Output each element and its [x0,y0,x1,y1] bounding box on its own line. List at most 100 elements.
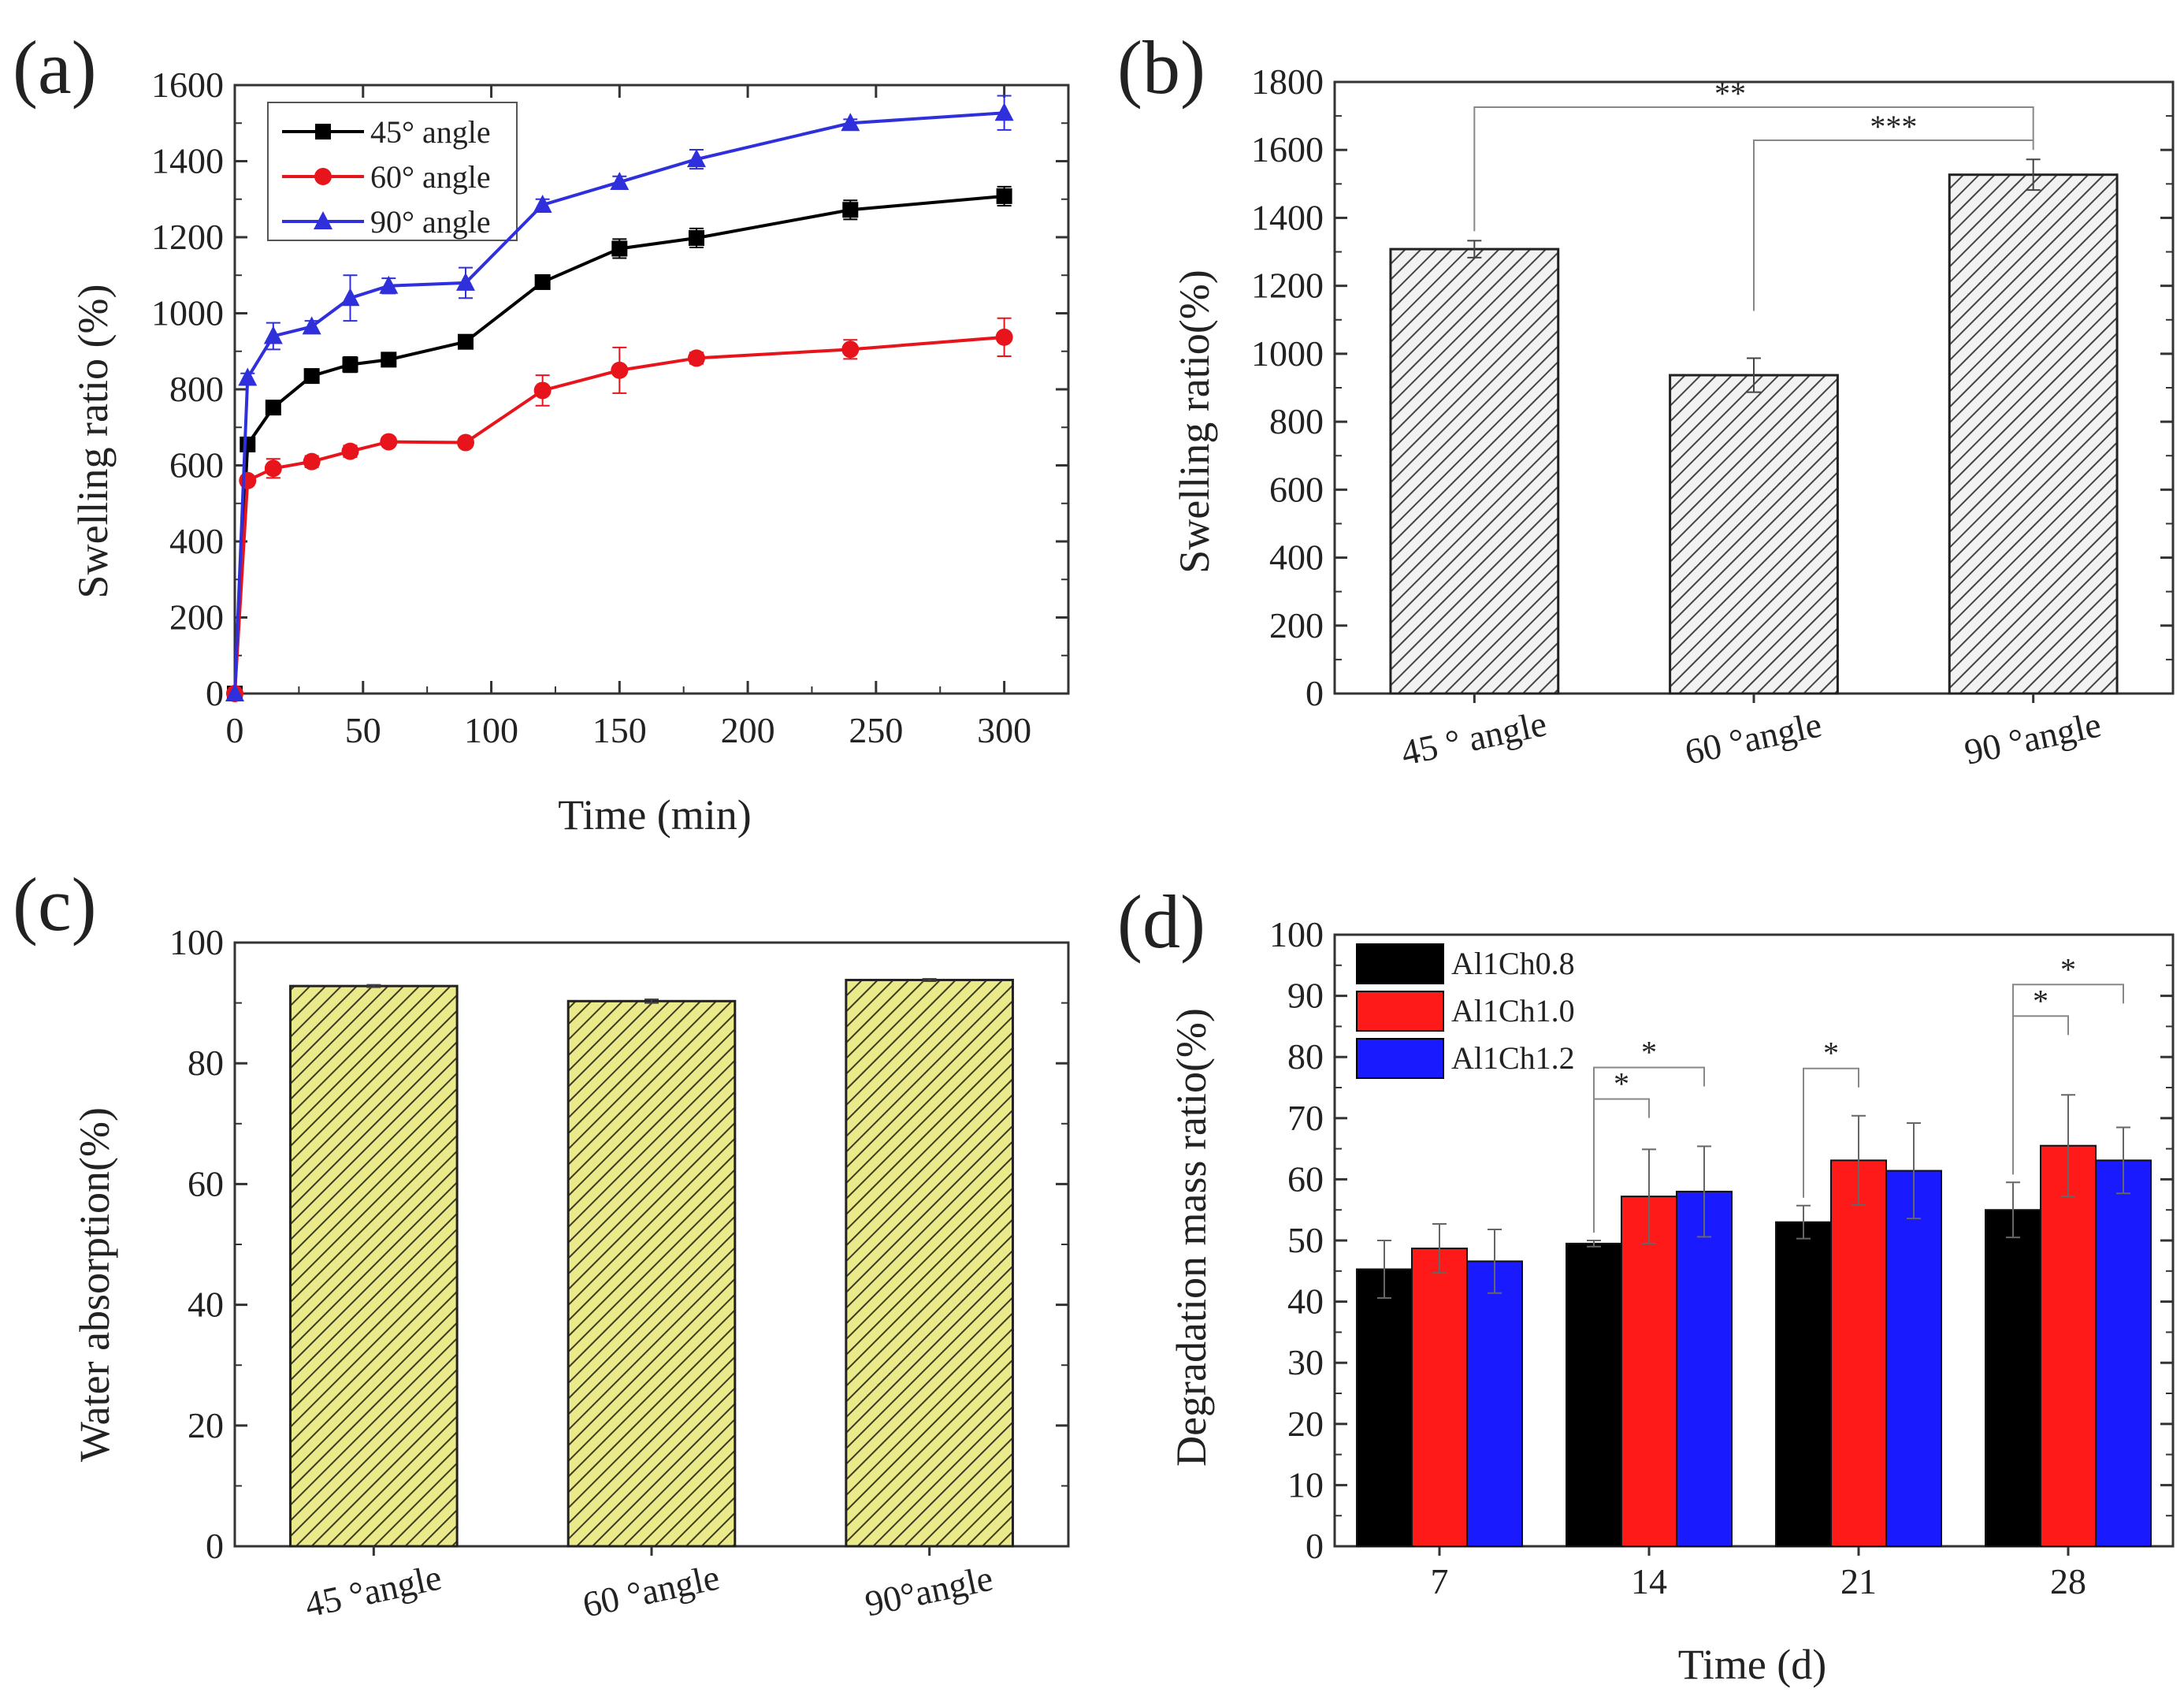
data-point-2 [841,113,860,132]
panel-label-d: (d) [1117,880,1205,964]
significance-label-d: * [1641,1034,1657,1069]
legend-d: Al1Ch0.8 Al1Ch1.0 Al1Ch1.2 [1356,943,1575,1079]
legend-a-marker-0 [315,124,331,139]
data-point-1 [239,471,257,489]
y-tick-label-b: 200 [1269,605,1324,645]
significance-label-d: * [2033,983,2048,1018]
category-label-b: 90 °angle [1961,704,2104,772]
bar-d-1 [1621,1196,1677,1548]
legend-a-label-0: 45° angle [370,114,491,150]
bar-d-0 [1985,1209,2041,1547]
legend-d-swatch-1 [1356,991,1444,1032]
axis-title-a-y: Swelling ratio (%) [69,285,117,599]
significance-label: ** [1714,76,1746,111]
y-tick-label-b: 1800 [1251,61,1324,102]
axis-title-d-x: Time (d) [1678,1641,1827,1688]
legend-a-entry-1: 60° angle [282,159,491,195]
y-tick-label-b: 1400 [1251,197,1324,237]
y-tick-label-a: 200 [169,597,224,638]
bar-d-2 [1676,1190,1733,1548]
y-tick-label-d: 90 [1287,976,1324,1016]
bar-d-0 [1775,1221,1832,1547]
panel-label-b: (b) [1117,25,1205,110]
significance-label-d: * [1823,1036,1839,1071]
bar-d-2 [2095,1159,2152,1547]
legend-a-entry-0: 45° angle [282,114,491,150]
y-tick-label-d: 50 [1287,1220,1324,1260]
bar-d-2 [1466,1260,1523,1548]
data-point-1 [841,340,860,359]
x-tick-label-a: 300 [977,710,1031,750]
y-tick-label-b: 1200 [1251,266,1324,306]
y-tick-label-d: 60 [1287,1159,1324,1199]
legend-d-label-1: Al1Ch1.0 [1451,993,1575,1028]
legend-d-swatch-2 [1356,1038,1444,1079]
x-tick-label-d: 7 [1431,1561,1449,1601]
data-point-0 [611,240,628,257]
data-point-2 [994,102,1014,121]
category-label-b: 45 ° angle [1398,703,1551,773]
legend-d-swatch-0 [1356,943,1444,984]
legend-d-entry-1: Al1Ch1.0 [1356,991,1575,1032]
data-point-1 [533,381,552,400]
bar-d-1 [1830,1159,1887,1547]
data-point-1 [341,442,359,460]
data-point-2 [455,272,475,291]
legend-a-label-1: 60° angle [370,159,491,195]
bar-d-0 [1566,1242,1622,1547]
y-tick-label-b: 1600 [1251,129,1324,169]
data-point-2 [302,316,321,335]
data-point-2 [379,275,399,294]
y-tick-label-d: 70 [1287,1098,1324,1138]
x-tick-label-d: 28 [2050,1561,2086,1601]
legend-d-entry-2: Al1Ch1.2 [1356,1038,1575,1079]
y-tick-label-d: 0 [1306,1526,1324,1566]
chart-d: 0 10 20 30 40 50 60 70 80 90 100 7 14 21 28 * * * * * [1269,914,2175,1601]
category-label-c: 60 °angle [579,1557,722,1624]
data-point-0 [688,229,704,246]
axis-title-d-y: Degradation mass ratio(%) [1168,1008,1215,1467]
x-tick-label-a: 250 [849,710,903,750]
data-point-1 [380,433,398,451]
y-tick-label-c: 60 [188,1163,224,1203]
data-point-0 [240,436,256,452]
y-tick-label-d: 40 [1287,1281,1324,1322]
panel-label-c: (c) [13,862,97,947]
y-tick-label-c: 100 [169,922,224,962]
bar-c [289,984,459,1548]
legend-a-frame [267,102,518,241]
y-tick-label-a: 1600 [151,65,224,105]
legend-a-marker-2 [314,211,332,229]
x-tick-label-a: 150 [592,710,647,750]
data-point-0 [342,356,358,373]
y-tick-label-a: 400 [169,521,224,561]
bar-d-0 [1356,1268,1413,1548]
data-point-0 [265,400,281,416]
bar-d-2 [1885,1170,1942,1547]
y-tick-label-a: 1000 [151,293,224,333]
legend-a-label-2: 90° angle [370,204,491,240]
category-label-b: 60 °angle [1681,704,1825,772]
x-tick-label-a: 200 [721,710,775,750]
bar-d-1 [2040,1144,2097,1547]
x-tick-label-d: 21 [1840,1561,1877,1601]
y-tick-label-b: 400 [1269,537,1324,578]
y-tick-label-a: 1200 [151,217,224,257]
y-tick-label-a: 0 [206,673,224,713]
y-tick-label-d: 30 [1287,1342,1324,1382]
bar-b [1669,374,1839,695]
data-point-0 [842,202,859,218]
significance-bracket-d [2012,984,2124,1175]
y-tick-label-c: 0 [206,1526,224,1566]
y-tick-label-d: 100 [1269,914,1324,954]
category-label-c: 45 °angle [301,1557,444,1624]
bar-c [566,999,737,1548]
chart-a: 0 200 400 600 800 1000 1200 1400 1600 0 50 100 150 20… [151,65,1070,750]
data-point-0 [303,368,320,385]
data-point-1 [303,452,321,470]
data-point-0 [996,188,1012,204]
data-point-0 [534,273,551,290]
data-point-1 [264,459,282,478]
y-tick-label-b: 600 [1269,469,1324,509]
legend-a: 45° angle 60° angle 90° angle [267,102,518,241]
